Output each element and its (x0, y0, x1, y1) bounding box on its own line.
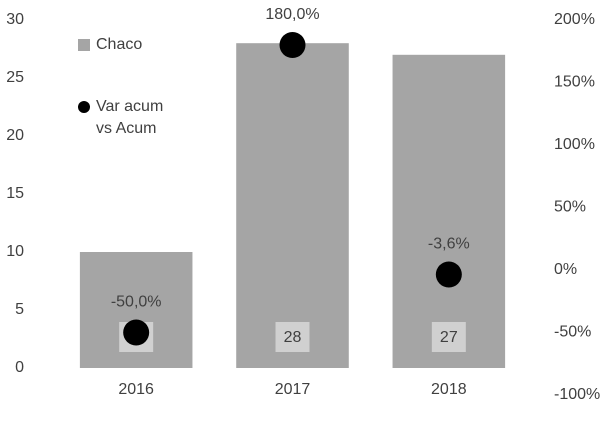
y2-tick-label: 100% (554, 136, 595, 153)
y-tick-label: 25 (6, 69, 24, 86)
y-tick-label: 30 (6, 11, 24, 28)
y-tick-label: 5 (15, 301, 24, 318)
y-tick-label: 10 (6, 243, 24, 260)
y2-tick-label: 200% (554, 11, 595, 28)
y2-tick-label: 150% (554, 74, 595, 91)
legend-label: Chaco (96, 36, 143, 53)
x-tick-label: 2017 (275, 381, 311, 398)
data-label: 27 (440, 329, 458, 346)
legend-marker (78, 39, 90, 51)
bar (236, 43, 349, 368)
point (123, 319, 150, 346)
bar (392, 54, 506, 369)
x-tick-label: 2018 (431, 381, 467, 398)
data-label: 28 (284, 329, 302, 346)
y-tick-label: 15 (6, 185, 24, 202)
x-tick-label: 2016 (118, 381, 154, 398)
y2-tick-label: 0% (554, 261, 577, 278)
data-label-box (431, 322, 466, 352)
point (435, 261, 462, 288)
data-label-box (275, 322, 310, 352)
point (279, 32, 306, 58)
data-label: -3,6% (428, 236, 470, 253)
y-tick-label: 0 (15, 359, 24, 376)
data-label: -50,0% (111, 294, 162, 311)
legend-marker (78, 101, 90, 113)
legend-label: Var acum vs Acum (96, 98, 164, 137)
y2-tick-label: -100% (554, 386, 600, 403)
y-tick-label: 20 (6, 127, 24, 144)
y2-tick-label: -50% (554, 324, 591, 341)
data-label: 180,0% (265, 6, 319, 23)
y2-tick-label: 50% (554, 199, 586, 216)
